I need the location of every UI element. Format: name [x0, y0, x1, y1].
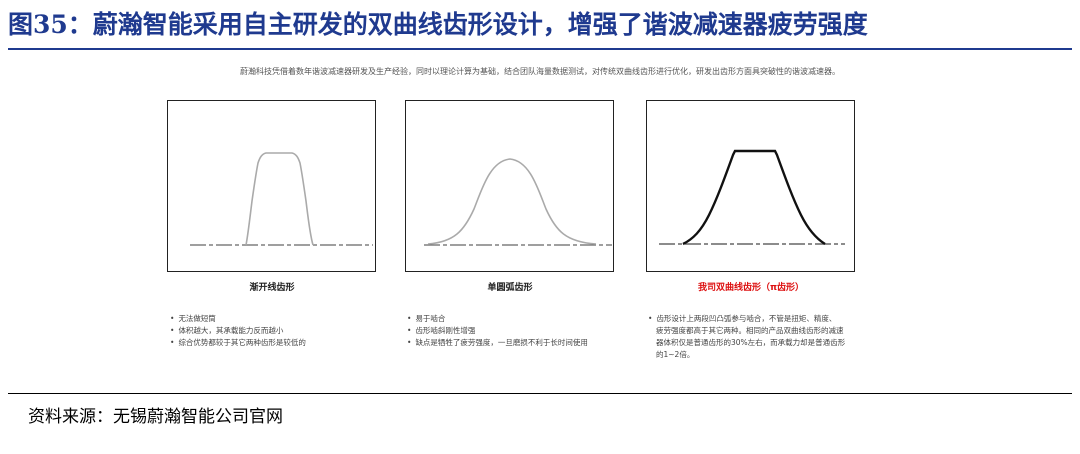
- double-hyperbolic-caption: 我司双曲线齿形（π齿形）: [697, 283, 805, 293]
- bullet-item: 体积越大，其承载能力反而越小: [170, 325, 306, 337]
- source-note: 资料来源：无锡蔚瀚智能公司官网: [28, 407, 283, 427]
- involute-tooth-curve: [245, 152, 314, 246]
- bullet-item: 齿形设计上两段凹凸弧参与啮合，不管是扭矩、精度、: [648, 313, 845, 325]
- involute-caption: 渐开线齿形: [249, 283, 295, 293]
- involute-bullets: 无法做短筒 体积越大，其承载能力反而越小 综合优势都较于其它两种齿形是较低的: [170, 313, 306, 349]
- bullet-item-continuation: 器体积仅是普通齿形的30%左右，而承载力却是普通齿形: [656, 338, 846, 347]
- bullet-item: 缺点是牺牲了疲劳强度，一旦磨损不利于长时间使用: [407, 337, 588, 349]
- bullet-item-continuation: 的1~2倍。: [656, 350, 695, 359]
- title-divider: [8, 48, 1072, 50]
- bullet-item: 综合优势都较于其它两种齿形是较低的: [170, 337, 306, 349]
- single-arc-tooth-panel: [405, 100, 614, 272]
- single-arc-tooth-curve: [427, 158, 597, 245]
- single-arc-caption: 单圆弧齿形: [487, 283, 533, 293]
- figure-title: 图35：蔚瀚智能采用自主研发的双曲线齿形设计，增强了谐波减速器疲劳强度: [8, 10, 868, 39]
- double-hyperbolic-tooth-curve: [682, 149, 826, 246]
- intro-text: 蔚瀚科技凭借着数年谐波减速器研发及生产经验，同时以理论计算为基础，结合团队海量数…: [240, 67, 840, 76]
- double-hyperbolic-tooth-diagram: [659, 149, 845, 246]
- single-arc-tooth-diagram: [424, 158, 612, 246]
- single-arc-bullets: 易于啮合 齿形啮斜刚性增强 缺点是牺牲了疲劳强度，一旦磨损不利于长时间使用: [407, 313, 588, 349]
- double-hyperbolic-tooth-panel: [646, 100, 855, 272]
- bullet-item-continuation: 疲劳强度都高于其它两种。相同的产品双曲线齿形的减速: [656, 326, 844, 335]
- involute-tooth-diagram: [190, 152, 373, 246]
- involute-tooth-panel: [167, 100, 376, 272]
- double-hyperbolic-bullets: 齿形设计上两段凹凸弧参与啮合，不管是扭矩、精度、 疲劳强度都高于其它两种。相同的…: [648, 313, 845, 361]
- source-divider: [8, 393, 1072, 394]
- bullet-item: 齿形啮斜刚性增强: [407, 325, 588, 337]
- bullet-item: 无法做短筒: [170, 313, 306, 325]
- bullet-item: 易于啮合: [407, 313, 588, 325]
